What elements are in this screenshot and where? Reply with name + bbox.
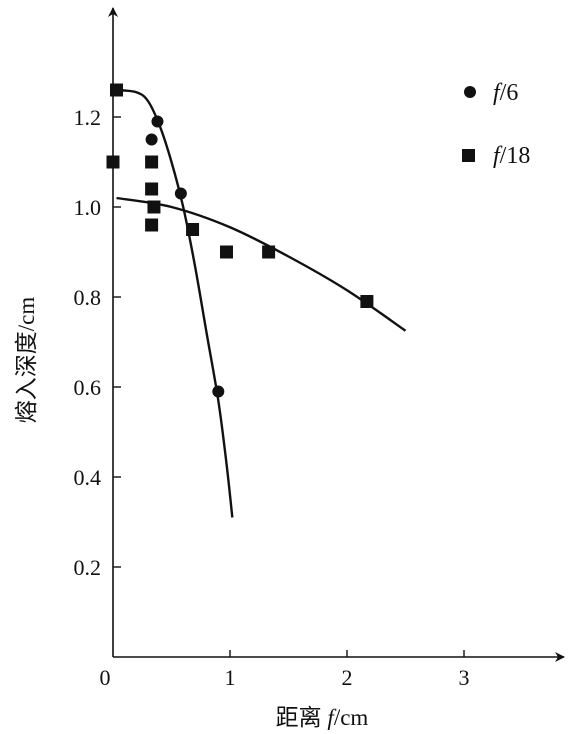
point-f18 — [110, 83, 124, 97]
x-tick-label: 3 — [459, 665, 470, 690]
point-f18 — [219, 245, 233, 259]
legend-label-f18: f/18 — [493, 143, 530, 169]
y-ticks: 0.2 0.4 0.6 0.8 1.0 1.2 — [74, 105, 121, 580]
y-tick-label: 1.0 — [74, 195, 102, 220]
point-f6 — [174, 187, 187, 200]
fit-curve-f18 — [116, 196, 407, 332]
point-f18 — [145, 155, 159, 169]
point-f18 — [186, 223, 200, 236]
y-tick-label: 0.4 — [74, 465, 102, 490]
x-tick-label: 2 — [342, 665, 353, 690]
y-axis-title: 熔入深度/cm — [14, 297, 39, 424]
fit-curve-f6 — [116, 88, 234, 518]
legend-marker-f18 — [462, 149, 475, 162]
x-tick-label: 1 — [225, 665, 236, 690]
x-ticks: 0 1 2 3 — [100, 650, 470, 690]
point-f18 — [147, 200, 161, 214]
fit-curves — [116, 88, 407, 518]
point-f18 — [262, 245, 276, 259]
x-axis-title: 距离 f/cm — [276, 705, 369, 730]
point-f18 — [360, 295, 374, 308]
point-f18 — [106, 155, 120, 169]
y-tick-label: 0.8 — [74, 285, 102, 310]
axes — [108, 7, 565, 662]
point-f6 — [212, 385, 225, 398]
legend: f/6 f/18 — [462, 80, 530, 169]
legend-marker-f6 — [464, 86, 476, 98]
data-points — [106, 83, 374, 398]
x-tick-label: 0 — [100, 665, 111, 690]
y-tick-label: 0.6 — [74, 375, 102, 400]
point-f6 — [145, 133, 158, 146]
point-f18 — [145, 182, 159, 196]
y-tick-label: 0.2 — [74, 555, 102, 580]
legend-label-f6: f/6 — [493, 80, 518, 106]
point-f6 — [151, 115, 164, 128]
y-tick-label: 1.2 — [74, 105, 102, 130]
point-f18 — [145, 218, 159, 232]
